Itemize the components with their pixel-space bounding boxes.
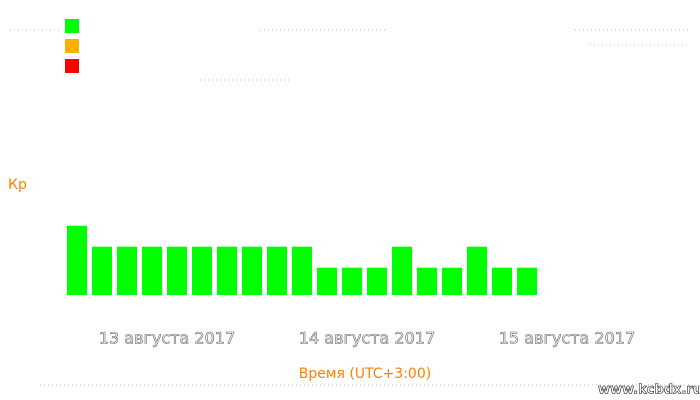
bar — [292, 246, 312, 295]
bar — [442, 267, 462, 295]
legend-swatch — [65, 59, 79, 73]
bar — [317, 267, 337, 295]
bar — [342, 267, 362, 295]
bar — [167, 246, 187, 295]
legend-swatch — [65, 39, 79, 53]
bar — [67, 225, 87, 295]
bar — [392, 246, 412, 295]
bar — [192, 246, 212, 295]
bar — [267, 246, 287, 295]
bar — [367, 267, 387, 295]
watermark: www.kcbdx.ru — [598, 383, 700, 398]
bar — [467, 246, 487, 295]
x-axis-label: Время (UTC+3:00) — [299, 366, 431, 382]
bar — [217, 246, 237, 295]
bar — [92, 246, 112, 295]
x-tick-label: 15 августа 2017 — [499, 329, 635, 348]
bar — [117, 246, 137, 295]
bar — [492, 267, 512, 295]
bar — [417, 267, 437, 295]
x-tick-label: 14 августа 2017 — [299, 329, 435, 348]
bar — [517, 267, 537, 295]
bar — [242, 246, 262, 295]
decoration — [10, 29, 690, 386]
legend-swatch — [65, 19, 79, 33]
bar — [142, 246, 162, 295]
y-axis-label: Кр — [8, 177, 27, 193]
x-tick-label: 13 августа 2017 — [99, 329, 235, 348]
